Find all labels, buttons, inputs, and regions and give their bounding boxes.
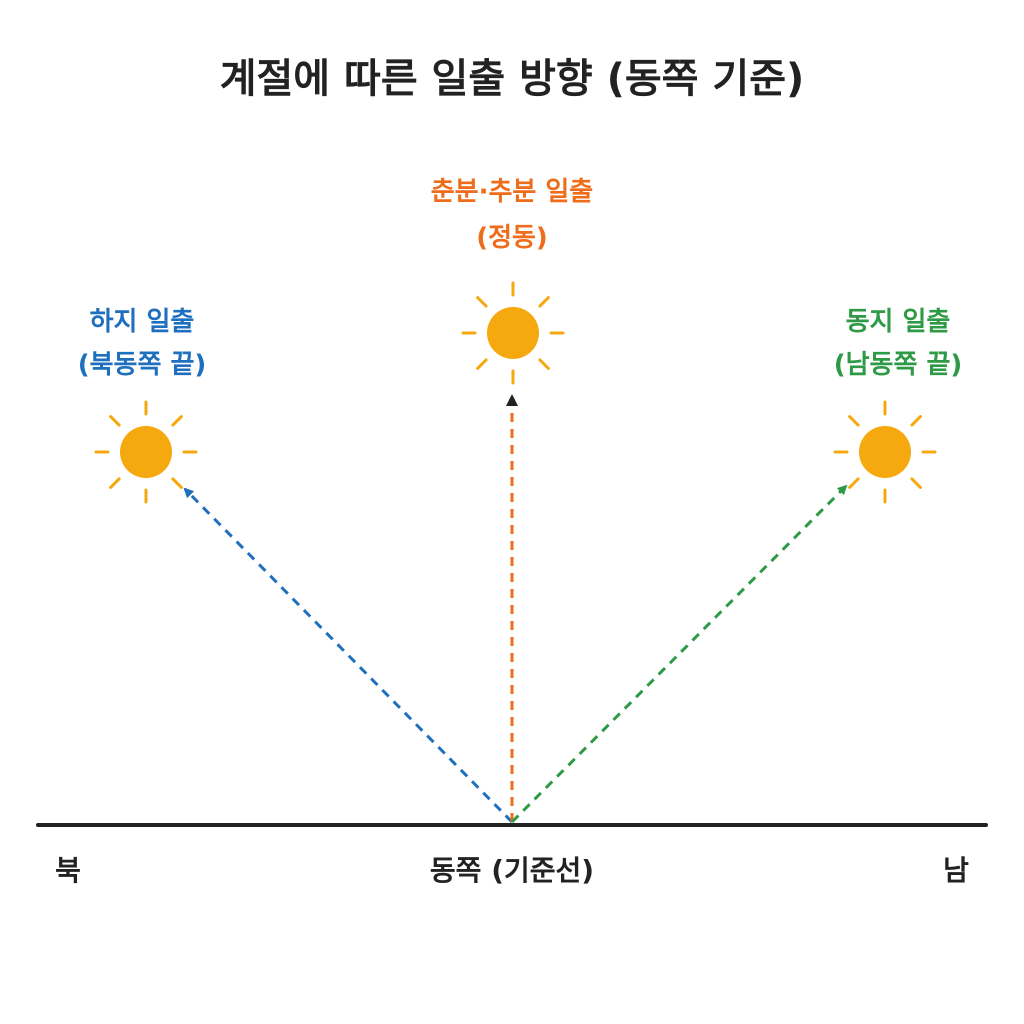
- north-label: 북: [55, 854, 81, 887]
- sun-ray: [171, 477, 183, 489]
- sun-ray: [848, 415, 860, 427]
- sun-ray: [476, 358, 488, 370]
- equinox-sunrise-sublabel: (정동): [476, 223, 548, 253]
- sun-ray: [910, 415, 922, 427]
- east-baseline-label: 동쪽 (기준선): [430, 854, 594, 887]
- sun-disc: [487, 307, 539, 359]
- winter-sunrise-sublabel: (남동쪽 끝): [834, 350, 963, 380]
- sun-ray: [109, 477, 121, 489]
- sun-ray: [476, 296, 488, 308]
- sun-ray: [910, 477, 922, 489]
- sun-ray: [848, 477, 860, 489]
- summer-sun-icon: [94, 400, 198, 504]
- winter-sun-icon: [833, 400, 937, 504]
- sun-ray: [109, 415, 121, 427]
- summer-sunrise-sublabel: (북동쪽 끝): [78, 350, 207, 380]
- summer-sunrise-label: 하지 일출: [90, 307, 195, 337]
- winter-sunrise-label: 동지 일출: [846, 307, 951, 337]
- diagram-title: 계절에 따른 일출 방향 (동쪽 기준): [220, 56, 805, 102]
- sun-ray: [538, 296, 550, 308]
- sun-disc: [859, 426, 911, 478]
- summer-sunrise-arrow: [183, 487, 514, 824]
- equinox-sun-icon: [461, 281, 565, 385]
- equinox-sunrise-label: 춘분·추분 일출: [431, 177, 593, 207]
- winter-sunrise-arrow: [510, 484, 848, 824]
- south-label: 남: [943, 854, 969, 887]
- sun-ray: [538, 358, 550, 370]
- sun-disc: [120, 426, 172, 478]
- sun-ray: [171, 415, 183, 427]
